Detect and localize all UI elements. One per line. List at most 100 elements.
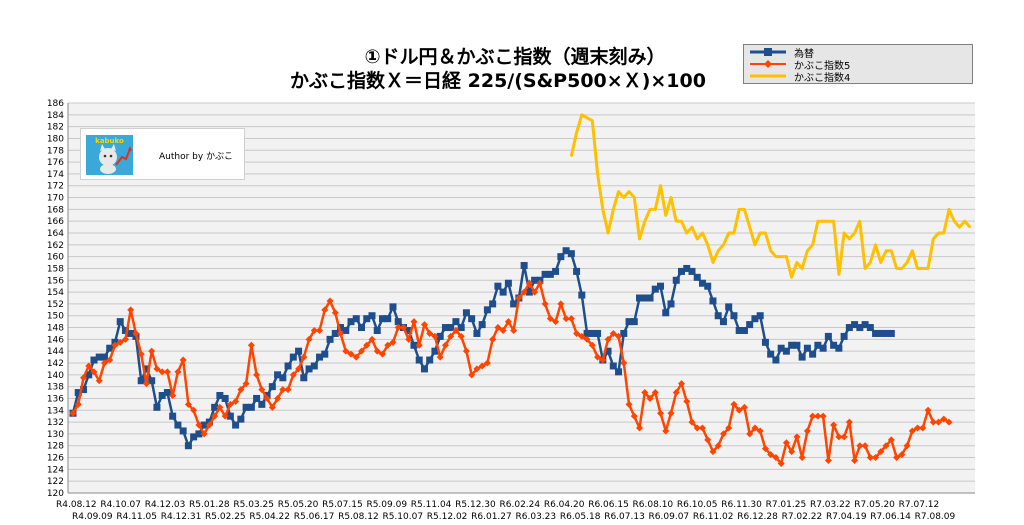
data-point <box>630 318 638 326</box>
x-axis-ticks: R4.08.12 R4.10.07 R4.12.03 R5.01.28 R5.03.25… <box>56 500 956 522</box>
data-point <box>295 365 303 373</box>
data-point <box>263 394 271 402</box>
data-point <box>751 315 759 323</box>
y-tick-label: 182 <box>47 123 64 133</box>
data-point <box>643 220 646 222</box>
y-tick-label: 154 <box>47 288 64 298</box>
data-point <box>510 327 518 334</box>
data-point <box>116 338 124 346</box>
data-point <box>667 300 675 308</box>
data-point <box>845 324 853 332</box>
series-1 <box>69 279 953 467</box>
data-point <box>798 353 806 361</box>
data-point <box>872 454 880 462</box>
data-point <box>300 374 308 382</box>
data-point <box>316 353 324 361</box>
data-point <box>268 403 276 411</box>
data-point <box>578 291 586 299</box>
data-point <box>602 208 604 211</box>
data-point <box>848 238 851 240</box>
data-point <box>347 350 355 358</box>
data-point <box>284 362 292 370</box>
data-point <box>856 442 864 450</box>
data-point <box>79 386 87 394</box>
data-point <box>100 359 108 367</box>
data-point <box>95 377 103 385</box>
data-point <box>489 335 497 343</box>
data-point <box>494 282 502 290</box>
data-point <box>153 403 161 411</box>
data-point <box>641 389 649 397</box>
data-point <box>546 270 554 278</box>
data-point <box>895 267 898 270</box>
data-point <box>504 318 512 326</box>
data-point <box>494 324 502 332</box>
data-point <box>735 406 743 414</box>
x-tick-label-row1: R5.01.28 <box>189 500 230 510</box>
data-point <box>190 433 198 441</box>
data-point <box>462 309 470 317</box>
data-point <box>940 415 948 423</box>
data-point <box>767 350 775 358</box>
data-point <box>730 312 738 320</box>
data-point <box>596 173 599 175</box>
data-point <box>546 315 554 323</box>
x-tick-label-row2: R7.08.09 <box>915 512 956 522</box>
data-point <box>211 412 219 420</box>
data-point <box>363 341 371 349</box>
data-point <box>698 424 706 432</box>
x-tick-label-row2: R6.05.18 <box>560 512 601 522</box>
data-point <box>594 329 602 337</box>
y-tick-label: 170 <box>47 194 64 204</box>
data-point <box>473 365 481 373</box>
data-point <box>790 276 793 279</box>
data-point <box>132 329 140 337</box>
data-point <box>887 329 895 337</box>
x-tick-label-row2: R6.09.07 <box>649 512 690 522</box>
data-point <box>772 454 780 462</box>
data-point <box>121 335 129 343</box>
data-point <box>819 412 827 420</box>
data-point <box>793 341 801 349</box>
data-point <box>420 365 428 373</box>
data-point <box>615 368 623 376</box>
data-point <box>901 267 903 270</box>
data-point <box>740 403 748 411</box>
data-point <box>719 430 727 438</box>
data-point <box>468 371 476 379</box>
data-point <box>342 327 350 334</box>
data-point <box>793 433 801 441</box>
data-point <box>221 412 229 420</box>
legend-label-kabuko5: かぶこ指数5 <box>794 60 851 72</box>
data-point <box>801 267 803 270</box>
data-point <box>877 329 885 337</box>
data-point <box>609 329 617 337</box>
data-point <box>431 332 439 340</box>
data-point <box>352 353 360 361</box>
data-point <box>310 362 318 370</box>
data-point <box>300 353 308 361</box>
data-point <box>195 430 203 438</box>
data-point <box>701 232 704 234</box>
x-tick-label-row1: R6.11.30 <box>721 500 762 510</box>
y-tick-label: 150 <box>47 312 64 322</box>
data-point <box>373 347 381 355</box>
data-point <box>389 303 397 311</box>
data-point <box>253 371 261 379</box>
data-point <box>90 368 98 376</box>
x-tick-label-row2: R4.09.09 <box>72 512 113 522</box>
data-point <box>531 288 539 296</box>
y-tick-label: 136 <box>47 394 64 404</box>
data-point <box>179 427 187 435</box>
y-tick-label: 120 <box>47 489 64 499</box>
y-tick-label: 134 <box>47 406 64 416</box>
data-point <box>384 341 392 349</box>
data-point <box>693 424 701 432</box>
data-point <box>927 267 929 270</box>
data-point <box>830 341 838 349</box>
data-point <box>468 315 476 323</box>
data-point <box>651 389 659 397</box>
data-point <box>887 436 895 444</box>
data-point <box>127 306 135 314</box>
data-point <box>148 377 156 385</box>
